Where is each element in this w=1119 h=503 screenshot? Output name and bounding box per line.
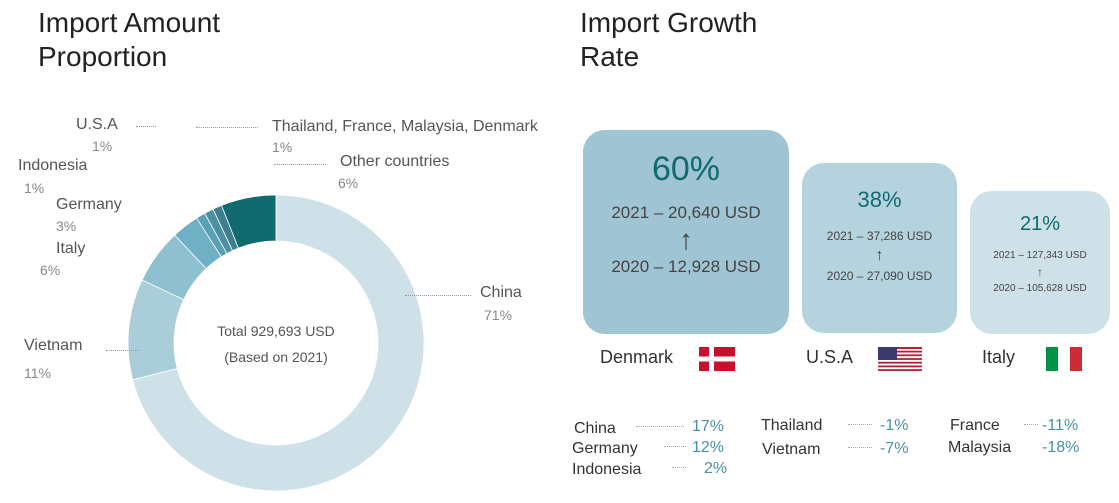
pct-vietnam: 11% [24,365,51,381]
denmark-arrow: ↑ [679,224,693,255]
label-indonesia: Indonesia [18,157,88,174]
label-other: Other countries [340,153,450,170]
usa-2021: 2021 – 37,286 USD [826,229,933,243]
label-italy: Italy [56,240,86,257]
donut-chart [127,194,425,492]
donut-title: Import Amount Proportion [38,6,338,74]
italy-arrow: ↑ [1037,265,1043,279]
pct-china: 71% [484,307,513,323]
donut-slice-china [132,194,425,492]
label-germany: Germany [56,196,122,213]
pct-usa: 1% [92,138,113,154]
italy-name: Italy [982,347,1016,367]
growth-indonesia-label: Indonesia [572,461,642,478]
pct-germany: 3% [56,218,77,234]
growth-malaysia-value: -18% [1042,439,1080,456]
usa-name: U.S.A [806,347,854,367]
usa-arrow: ↑ [875,247,884,264]
growth-china-label: China [574,420,616,437]
growth-indonesia-value: 2% [704,460,728,477]
label-vietnam: Vietnam [24,337,83,354]
denmark-rate: 60% [651,150,721,188]
growth-france-value: -11% [1042,417,1079,434]
pct-thailand-group: 1% [272,139,293,155]
label-usa: U.S.A [76,116,118,133]
label-thailand-group: Thailand, France, Malaysia, Denmark [272,118,538,135]
growth-title-line1: Import Growth [580,7,758,38]
usa-flag-icon [878,347,922,371]
italy-growth-card: 21% 2021 – 127,343 USD ↑ 2020 – 105,628 … [970,191,1110,334]
growth-thailand-label: Thailand [761,417,823,434]
denmark-name: Denmark [600,347,674,367]
usa-2020: 2020 – 27,090 USD [826,269,933,283]
growth-china-value: 17% [692,418,725,435]
growth-vietnam-value: -7% [880,440,909,457]
denmark-growth-card: 60% 2021 – 20,640 USD ↑ 2020 – 12,928 US… [583,130,789,334]
pct-italy: 6% [40,262,61,278]
label-china: China [480,284,522,301]
donut-title-line2: Proportion [38,41,168,72]
growth-germany-value: 12% [692,439,725,456]
growth-germany-label: Germany [572,440,638,457]
growth-malaysia-label: Malaysia [948,439,1012,456]
usa-growth-card: 38% 2021 – 37,286 USD ↑ 2020 – 27,090 US… [802,163,957,333]
usa-rate: 38% [857,187,902,212]
donut-title-line1: Import Amount [38,7,221,38]
growth-title: Import Growth Rate [580,6,880,74]
denmark-2020: 2020 – 12,928 USD [611,257,761,276]
donut-slice-other-countries [220,194,277,249]
denmark-2021: 2021 – 20,640 USD [611,203,761,222]
growth-title-line2: Rate [580,41,640,72]
donut-center-text: Total 929,693 USD (Based on 2021) [176,318,376,370]
italy-2021: 2021 – 127,343 USD [993,250,1087,261]
growth-thailand-value: -1% [880,417,909,434]
pct-other: 6% [338,175,359,191]
center-total: Total 929,693 USD [217,323,335,339]
growth-france-label: France [950,417,1000,434]
pct-indonesia: 1% [24,180,45,196]
italy-flag-icon [1046,347,1082,371]
center-basis: (Based on 2021) [224,349,328,365]
italy-rate: 21% [1019,213,1061,235]
growth-vietnam-label: Vietnam [762,441,821,458]
italy-2020: 2020 – 105,628 USD [993,283,1087,294]
denmark-flag-icon [699,347,735,371]
